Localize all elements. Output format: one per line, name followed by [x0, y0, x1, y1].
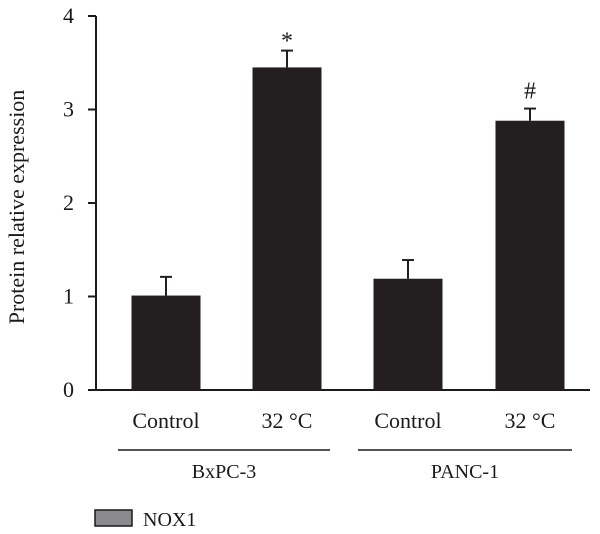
significance-marker: *	[281, 29, 293, 55]
x-category-label: 32 °C	[262, 408, 313, 433]
legend: NOX1	[94, 509, 196, 531]
y-ticks: 0 1 2 3 4	[63, 3, 96, 402]
legend-swatch	[94, 509, 133, 527]
y-tick-label: 2	[63, 190, 74, 215]
y-axis-title: Protein relative expression	[4, 90, 29, 325]
bar	[373, 278, 443, 390]
y-tick-label: 0	[63, 377, 74, 402]
bar	[131, 295, 201, 390]
y-tick-label: 3	[63, 97, 74, 122]
bar	[495, 120, 565, 390]
y-tick-label: 1	[63, 284, 74, 309]
legend-label-nox1: NOX1	[143, 509, 196, 531]
category-labels: Control 32 °C Control 32 °C	[132, 408, 555, 433]
bars: *#	[131, 29, 565, 391]
significance-marker: #	[524, 79, 536, 105]
group-label: PANC-1	[431, 461, 499, 483]
x-category-label: Control	[132, 408, 199, 433]
x-category-label: 32 °C	[505, 408, 556, 433]
x-category-label: Control	[374, 408, 441, 433]
group-label: BxPC-3	[192, 461, 256, 483]
group-labels: BxPC-3 PANC-1	[118, 449, 572, 483]
y-tick-label: 4	[63, 3, 74, 28]
bar	[252, 67, 322, 391]
